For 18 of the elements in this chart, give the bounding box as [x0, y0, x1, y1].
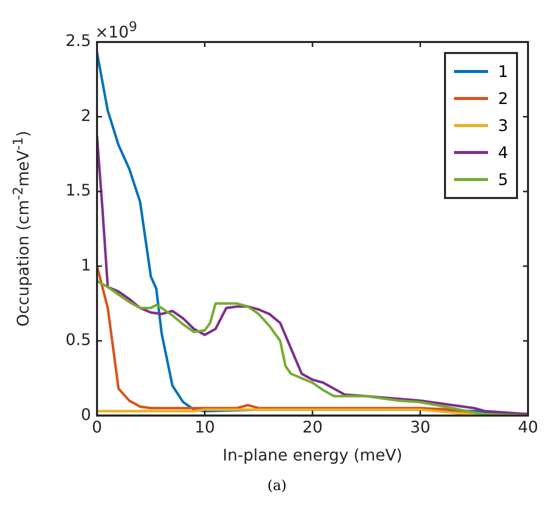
legend-label: 1 [498, 62, 508, 81]
y-tick-label: 2.5 [66, 31, 91, 50]
legend-label: 5 [498, 170, 508, 189]
y-tick-label: 0.5 [66, 330, 91, 350]
text: ×10$^{9}$ [95, 20, 138, 42]
y-tick-label: 0 [80, 404, 91, 424]
x-axis-title: In-plane energy (meV) [222, 446, 402, 465]
y-tick-label: 2 [80, 106, 91, 125]
y-tick-label: 1.5 [66, 180, 91, 200]
legend-label: 3 [498, 116, 508, 135]
x-tick-label: 40 [518, 417, 538, 436]
text: (a) [266, 478, 288, 494]
x-tick-label: 20 [302, 417, 323, 436]
legend-label: 4 [498, 143, 508, 162]
x-tick-label: 10 [194, 417, 215, 436]
legend-label: 2 [498, 89, 508, 108]
x-tick-label: 30 [410, 417, 430, 436]
y-tick-label: 1 [80, 255, 91, 274]
